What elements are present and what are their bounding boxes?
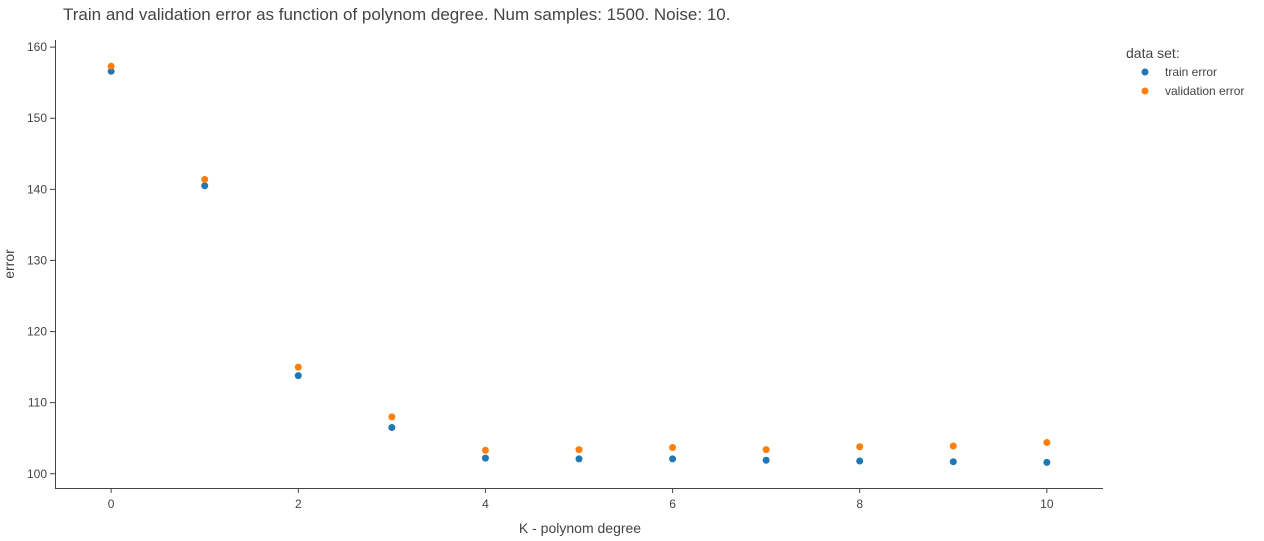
x-tick-label: 8 xyxy=(856,497,863,511)
data-point xyxy=(201,175,209,183)
y-tick-label: 110 xyxy=(28,396,47,410)
y-tick-label: 150 xyxy=(27,111,47,125)
legend-marker xyxy=(1141,87,1149,95)
data-point xyxy=(762,456,770,464)
data-point xyxy=(107,67,115,75)
legend-items: train error validation error xyxy=(1141,65,1244,98)
data-point xyxy=(481,454,489,462)
y-axis-label: error xyxy=(1,249,17,279)
legend-label: validation error xyxy=(1165,84,1244,98)
x-tick-label: 6 xyxy=(669,497,676,511)
series-validation-error xyxy=(107,62,1051,454)
y-tick-label: 120 xyxy=(27,325,47,339)
data-point xyxy=(575,455,583,463)
legend-title: data set: xyxy=(1126,45,1180,61)
y-tick-label: 130 xyxy=(27,253,47,267)
x-tick-label: 4 xyxy=(482,497,489,511)
data-points xyxy=(107,62,1051,466)
data-point xyxy=(1043,438,1051,446)
data-point xyxy=(388,413,396,421)
series-train-error xyxy=(107,67,1051,466)
y-axis-ticks: 100 110 120 130 140 150 160 xyxy=(27,40,55,481)
data-point xyxy=(575,446,583,454)
data-point xyxy=(294,363,302,371)
y-tick-label: 160 xyxy=(27,40,47,54)
data-point xyxy=(949,458,957,466)
data-point xyxy=(949,442,957,450)
data-point xyxy=(762,446,770,454)
y-tick-label: 140 xyxy=(27,182,47,196)
chart-title: Train and validation error as function o… xyxy=(63,5,730,24)
data-point xyxy=(388,424,396,432)
x-tick-label: 0 xyxy=(108,497,115,511)
data-point xyxy=(669,443,677,451)
legend-label: train error xyxy=(1165,65,1217,79)
legend: data set: train error validation error xyxy=(1126,45,1244,98)
x-axis-ticks: 0 2 4 6 8 10 xyxy=(108,488,1054,511)
data-point xyxy=(669,455,677,463)
data-point xyxy=(1043,458,1051,466)
data-point xyxy=(856,443,864,451)
x-tick-label: 2 xyxy=(295,497,302,511)
y-tick-label: 100 xyxy=(27,467,47,481)
data-point xyxy=(856,457,864,465)
x-tick-label: 10 xyxy=(1040,497,1054,511)
data-point xyxy=(107,62,115,70)
data-point xyxy=(481,446,489,454)
legend-marker xyxy=(1141,68,1149,76)
data-point xyxy=(201,182,209,190)
x-axis-label: K - polynom degree xyxy=(519,520,641,536)
data-point xyxy=(294,372,302,380)
